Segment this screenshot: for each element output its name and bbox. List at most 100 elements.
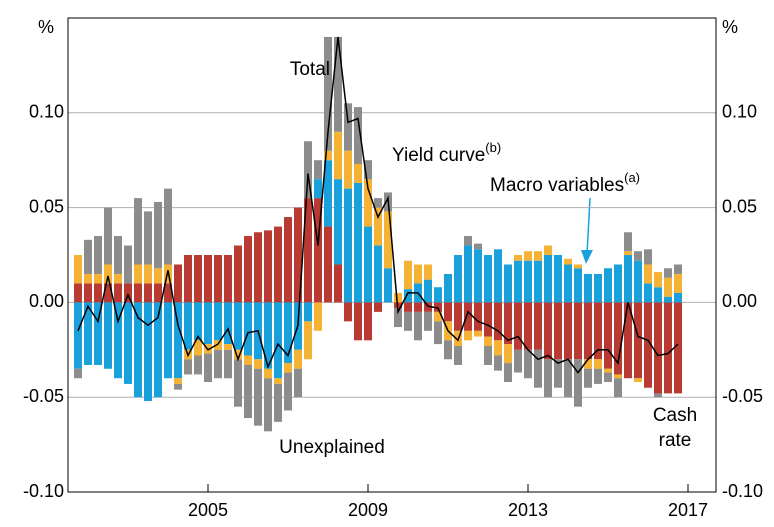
bar-segment	[624, 255, 632, 303]
bar-segment	[234, 349, 242, 360]
bar-segment	[494, 302, 502, 341]
bar-segment	[194, 340, 202, 356]
bar-segment	[564, 264, 572, 303]
bar-segment	[524, 302, 532, 350]
bar-segment	[454, 255, 462, 303]
bar-segment	[584, 368, 592, 388]
bar-segment	[234, 359, 242, 407]
bar-segment	[144, 264, 152, 284]
bar-segment	[664, 302, 672, 394]
bar-segment	[204, 302, 212, 345]
bar-segment	[534, 302, 542, 350]
bar-segment	[204, 255, 212, 303]
bar-segment	[644, 283, 652, 303]
bar-segment	[254, 232, 262, 303]
bar-segment	[404, 260, 412, 290]
bar-segment	[224, 255, 232, 303]
bar-segment	[184, 255, 192, 303]
bar-segment	[174, 264, 182, 303]
bar-segment	[74, 255, 82, 284]
bar-segment	[314, 179, 322, 199]
bar-segment	[434, 321, 442, 345]
bar-segment	[544, 245, 552, 255]
bar-segment	[554, 359, 562, 388]
bar-segment	[304, 302, 312, 322]
bar-segment	[454, 346, 462, 365]
bar-segment	[184, 302, 192, 350]
bar-segment	[474, 330, 482, 337]
bar-segment	[154, 283, 162, 303]
x-tick-label: 2013	[508, 500, 548, 520]
bar-segment	[604, 372, 612, 383]
bar-segment	[104, 207, 112, 265]
y-tick-label-right: 0.10	[722, 102, 757, 122]
bar-segment	[294, 207, 302, 303]
bar-segment	[674, 264, 682, 274]
bar-segment	[584, 273, 592, 303]
bar-segment	[634, 302, 642, 379]
macro-label-text: Macro variables	[490, 175, 624, 196]
bar-segment	[264, 378, 272, 432]
bar-segment	[314, 160, 322, 180]
bar-segment	[424, 302, 432, 312]
bar-segment	[284, 372, 292, 411]
bar-segment	[564, 302, 572, 360]
bar-segment	[104, 264, 112, 284]
bar-segment	[384, 268, 392, 303]
bar-segment	[424, 264, 432, 280]
bar-segment	[654, 272, 662, 288]
bar-segment	[464, 236, 472, 246]
bar-segment	[574, 268, 582, 303]
bar-segment	[494, 355, 502, 371]
bar-segment	[624, 232, 632, 252]
bar-segment	[484, 336, 492, 347]
bar-segment	[224, 344, 232, 350]
bar-segment	[114, 236, 122, 274]
bar-segment	[464, 245, 472, 303]
bar-segment	[564, 359, 572, 398]
bar-segment	[334, 36, 342, 132]
bar-segment	[224, 349, 232, 379]
yield-curve-label-text: Yield curve	[392, 145, 485, 166]
bar-segment	[144, 302, 152, 401]
bar-segment	[324, 36, 332, 151]
bar-segment	[264, 368, 272, 379]
bar-segment	[604, 368, 612, 373]
bar-segment	[124, 245, 132, 284]
y-unit-left: %	[38, 17, 54, 37]
bar-segment	[294, 349, 302, 369]
total-label: Total	[290, 59, 330, 80]
bar-segment	[84, 283, 92, 303]
bar-segment	[74, 283, 82, 303]
bar-segment	[284, 217, 292, 303]
bar-segment	[134, 283, 142, 303]
bar-segment	[254, 368, 262, 426]
bar-segment	[344, 188, 352, 303]
bar-segment	[574, 264, 582, 269]
bar-segment	[94, 302, 102, 365]
bar-segment	[514, 255, 522, 261]
yield-curve-label-note: (b)	[485, 140, 501, 155]
bar-segment	[244, 364, 252, 419]
bar-segment	[534, 349, 542, 388]
bar-segment	[304, 141, 312, 199]
bar-segment	[534, 260, 542, 303]
bar-segment	[574, 359, 582, 407]
bar-segment	[374, 207, 382, 246]
bar-segment	[644, 264, 652, 284]
bar-segment	[124, 283, 132, 303]
bar-segment	[244, 302, 252, 356]
bar-segment	[654, 302, 662, 394]
bar-segment	[574, 302, 582, 360]
bar-segment	[304, 198, 312, 303]
bar-segment	[664, 296, 672, 303]
y-tick-label: -0.10	[23, 481, 64, 501]
bar-segment	[414, 264, 422, 284]
bar-segment	[614, 302, 622, 375]
bar-segment	[284, 302, 292, 364]
bar-segment	[354, 107, 362, 164]
bar-segment	[674, 302, 682, 394]
bar-segment	[324, 160, 332, 227]
bar-segment	[504, 344, 512, 364]
bar-segment	[594, 302, 602, 360]
